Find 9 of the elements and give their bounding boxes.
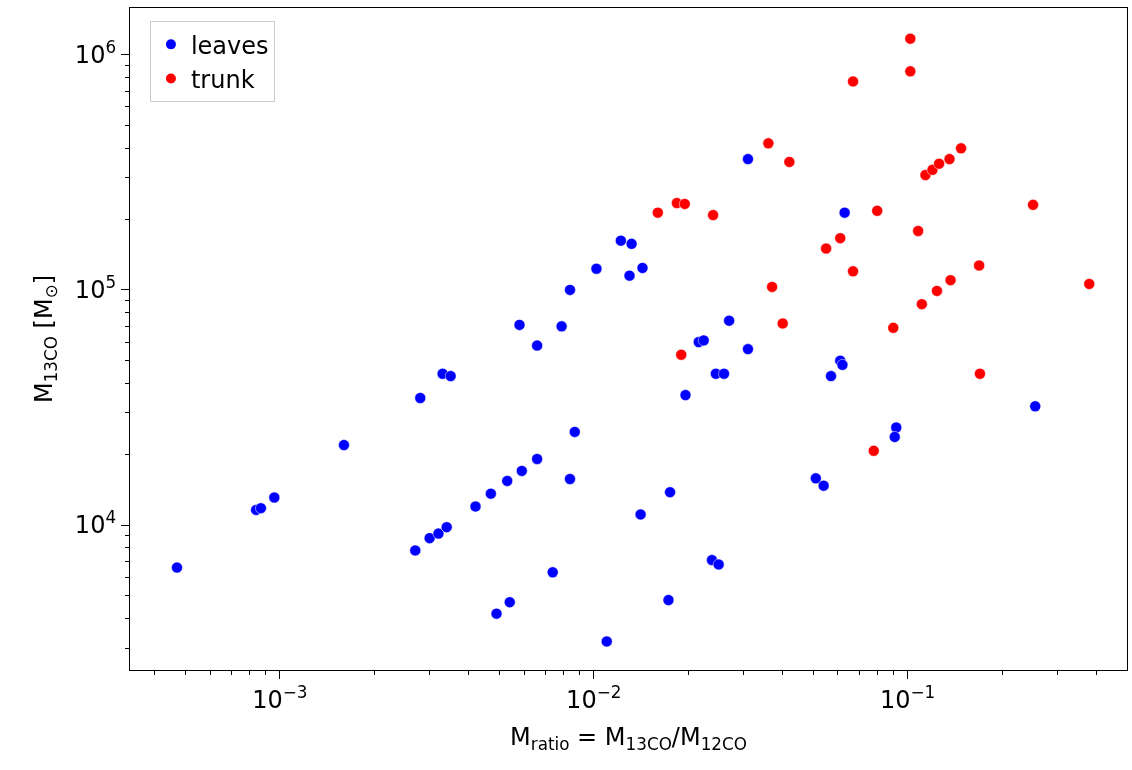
x-axis-title: M$_{ratio}$ = M$_{13CO}$/M$_{12CO}$	[510, 723, 747, 755]
legend-label: trunk	[190, 65, 255, 94]
y-tick-label: 10$^{6}$	[74, 37, 117, 70]
legend-label: leaves	[190, 31, 269, 60]
x-tick-label: 10$^{−3}$	[252, 681, 308, 714]
y-tick-label: 10$^{5}$	[74, 272, 117, 305]
y-tick-label: 10$^{4}$	[74, 507, 117, 540]
x-tick-label: 10$^{−2}$	[566, 681, 622, 714]
x-tick-label: 10$^{−1}$	[879, 681, 936, 714]
